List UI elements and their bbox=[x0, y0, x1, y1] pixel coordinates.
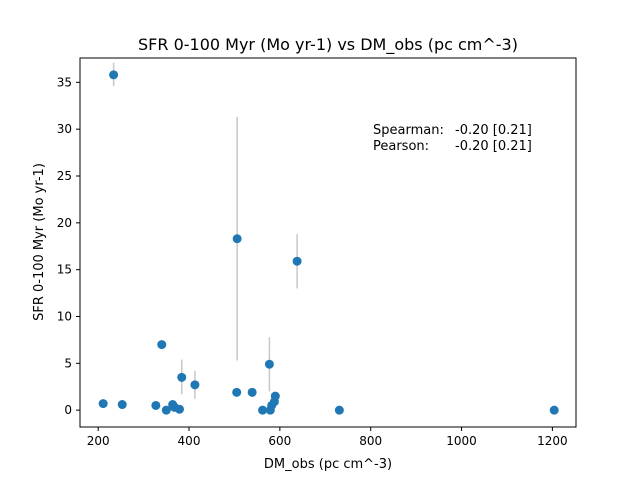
data-point bbox=[174, 404, 184, 414]
x-tick-label: 1000 bbox=[446, 434, 477, 448]
y-tick-label: 25 bbox=[57, 169, 72, 183]
annotation-label: Pearson: bbox=[373, 139, 429, 154]
chart-title: SFR 0-100 Myr (Mo yr-1) vs DM_obs (pc cm… bbox=[138, 35, 518, 55]
data-point bbox=[190, 380, 200, 390]
data-point bbox=[334, 405, 344, 415]
plot-area bbox=[80, 58, 576, 427]
annotation-value: -0.20 [0.21] bbox=[455, 139, 532, 154]
data-point bbox=[232, 234, 242, 244]
x-axis: 200 400 600 800 1000 1200 bbox=[87, 427, 568, 448]
data-point bbox=[98, 399, 108, 409]
y-tick-label: 35 bbox=[57, 75, 72, 89]
data-point bbox=[264, 359, 274, 369]
data-point bbox=[161, 405, 171, 415]
data-point bbox=[292, 256, 302, 266]
annotation-label: Spearman: bbox=[373, 123, 444, 138]
data-point bbox=[270, 391, 280, 401]
data-point bbox=[258, 405, 268, 415]
data-point bbox=[151, 400, 161, 410]
data-point bbox=[109, 70, 119, 80]
y-tick-label: 5 bbox=[64, 356, 72, 370]
x-tick-label: 1200 bbox=[537, 434, 568, 448]
annotation-value: -0.20 [0.21] bbox=[455, 123, 532, 138]
x-tick-label: 400 bbox=[178, 434, 201, 448]
data-point bbox=[117, 400, 127, 410]
correlation-annotation: Spearman: -0.20 [0.21] Pearson: -0.20 [0.21… bbox=[373, 123, 532, 154]
data-point bbox=[247, 387, 257, 397]
data-point bbox=[177, 372, 187, 382]
point-layer bbox=[98, 70, 559, 415]
plot-frame bbox=[79, 57, 577, 428]
data-point bbox=[232, 387, 242, 397]
y-axis-label: SFR 0-100 Myr (Mo yr-1) bbox=[32, 163, 47, 321]
y-tick-label: 0 bbox=[64, 403, 72, 417]
x-tick-label: 800 bbox=[359, 434, 382, 448]
x-tick-label: 200 bbox=[87, 434, 110, 448]
y-tick-label: 20 bbox=[57, 216, 72, 230]
y-tick-label: 10 bbox=[57, 309, 72, 323]
y-tick-label: 30 bbox=[57, 122, 72, 136]
y-axis: 0 5 10 15 20 25 30 35 bbox=[57, 75, 80, 417]
data-point bbox=[549, 405, 559, 415]
data-point bbox=[157, 340, 167, 350]
x-axis-label: DM_obs (pc cm^-3) bbox=[264, 457, 392, 472]
x-tick-label: 600 bbox=[268, 434, 291, 448]
y-tick-label: 15 bbox=[57, 263, 72, 277]
